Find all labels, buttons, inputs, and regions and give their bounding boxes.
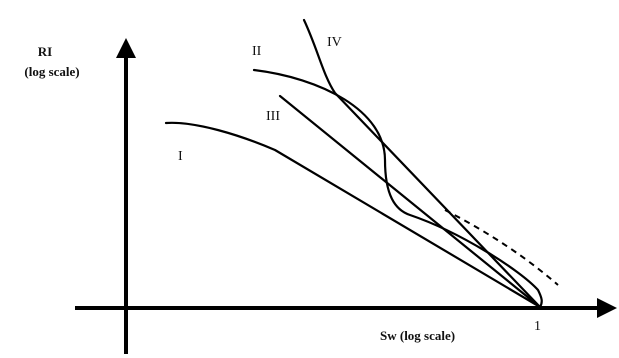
curve-dashed-extension (444, 209, 559, 286)
y-axis-title-sub: (log scale) (24, 64, 79, 79)
curve-i (164, 121, 542, 309)
curve-iv (302, 18, 542, 309)
curve-label-iii: III (266, 109, 280, 124)
x-axis-arrowhead (597, 298, 617, 318)
y-axis-title: RI (38, 44, 52, 59)
curve-label-ii: II (252, 44, 262, 59)
x-tick-label: 1 (534, 319, 541, 334)
curve-ii (252, 68, 543, 309)
curve-label-i: I (178, 149, 183, 164)
x-axis-title: Sw (log scale) (380, 328, 455, 343)
curve-iii (278, 94, 542, 309)
y-axis-arrowhead (116, 38, 136, 58)
curve-label-iv: IV (327, 35, 342, 50)
